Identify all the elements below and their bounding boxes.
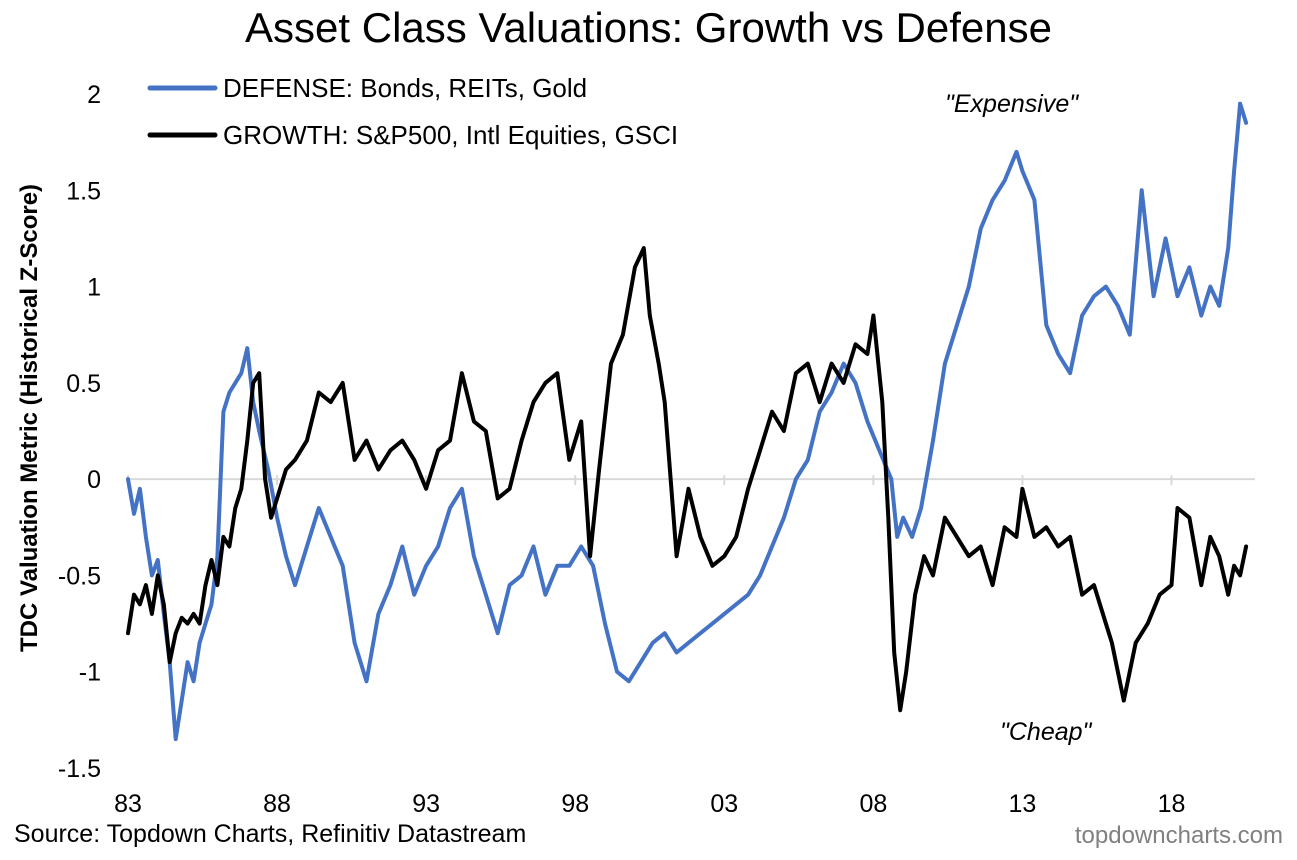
annotation-expensive: "Expensive"	[945, 90, 1079, 118]
y-tick-label: -1	[79, 659, 101, 687]
y-tick-label: -0.5	[58, 562, 101, 590]
x-tick-label: 88	[263, 790, 291, 818]
y-tick-label: 2	[87, 81, 101, 109]
x-tick-label: 08	[859, 790, 887, 818]
x-tick-label: 18	[1158, 790, 1186, 818]
x-tick-label: 98	[561, 790, 589, 818]
y-tick-label: 0	[87, 466, 101, 494]
x-tick-label: 83	[114, 790, 142, 818]
x-tick-label: 13	[1009, 790, 1037, 818]
series-line-defense	[126, 101, 1249, 742]
source-note: Source: Topdown Charts, Refinitiv Datast…	[14, 820, 527, 848]
y-tick-label: 1	[87, 274, 101, 302]
x-tick-label: 03	[710, 790, 738, 818]
x-tick-label: 93	[412, 790, 440, 818]
legend-label-growth: GROWTH: S&P500, Intl Equities, GSCI	[223, 120, 678, 150]
series-line-growth	[126, 246, 1249, 713]
y-tick-label: 1.5	[66, 177, 101, 205]
legend-label-defense: DEFENSE: Bonds, REITs, Gold	[223, 73, 587, 103]
annotation-cheap: "Cheap"	[1000, 718, 1093, 746]
y-tick-label: -1.5	[58, 755, 101, 783]
y-tick-label: 0.5	[66, 370, 101, 398]
watermark: topdowncharts.com	[1074, 822, 1283, 849]
chart-title: Asset Class Valuations: Growth vs Defens…	[245, 4, 1052, 51]
